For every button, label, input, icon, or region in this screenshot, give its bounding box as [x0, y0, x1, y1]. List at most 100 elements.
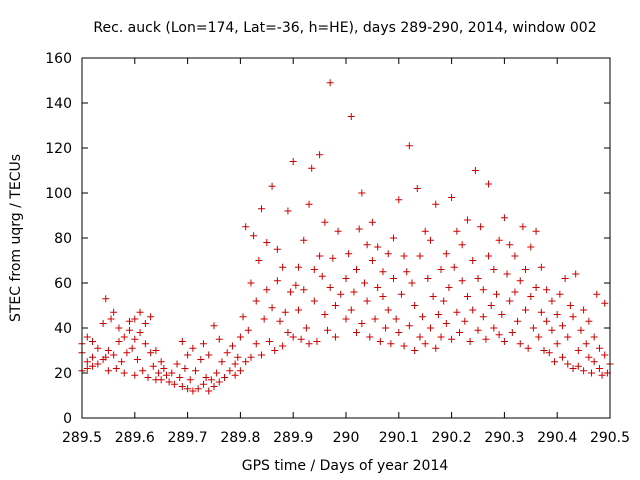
data-point [102, 353, 110, 361]
data-point [477, 223, 485, 231]
data-point [503, 270, 511, 278]
data-point [223, 349, 231, 357]
y-tick-label: 120 [45, 141, 72, 157]
data-point [379, 268, 387, 276]
data-point [413, 185, 421, 192]
data-point [131, 335, 139, 343]
data-point [258, 351, 266, 359]
data-point [500, 338, 508, 345]
data-point [485, 180, 493, 188]
data-point [236, 333, 244, 341]
data-point [331, 333, 339, 341]
data-point [94, 360, 102, 368]
data-point [543, 317, 551, 325]
data-point [170, 380, 178, 388]
data-point [551, 358, 559, 366]
data-point [104, 347, 112, 354]
chart-title: Rec. auck (Lon=174, Lat=-36, h=HE), days… [93, 20, 596, 36]
data-point [136, 329, 144, 336]
data-point [144, 374, 152, 381]
data-point [133, 356, 141, 363]
data-point [463, 293, 471, 300]
data-points [78, 79, 614, 395]
x-tick-label: 289.7 [168, 430, 208, 446]
data-point [561, 275, 569, 282]
data-point [289, 158, 297, 165]
data-point [585, 317, 593, 325]
data-point [432, 200, 440, 208]
data-point [102, 295, 110, 303]
data-point [387, 340, 395, 348]
data-point [371, 315, 379, 323]
data-point [160, 365, 168, 372]
data-point [279, 263, 287, 271]
data-point [400, 342, 408, 350]
data-point [281, 308, 289, 316]
data-point [292, 281, 300, 289]
y-tick-label: 0 [63, 411, 72, 427]
data-point [324, 326, 332, 334]
x-tick-label: 290.2 [432, 430, 472, 446]
data-point [363, 297, 371, 305]
data-point [331, 302, 339, 309]
data-point [487, 302, 495, 309]
data-point [168, 369, 176, 377]
data-point [347, 306, 355, 314]
data-point [310, 266, 318, 273]
data-point [265, 338, 273, 345]
data-point [500, 214, 508, 222]
data-point [136, 308, 144, 316]
data-point [445, 284, 453, 291]
data-point [305, 340, 313, 348]
data-point [157, 376, 165, 384]
data-point [226, 367, 234, 375]
data-point [126, 326, 134, 334]
data-point [598, 371, 606, 379]
data-point [294, 306, 302, 314]
data-point [149, 362, 157, 370]
data-point [440, 297, 448, 305]
x-tick-label: 289.6 [115, 430, 155, 446]
data-point [588, 369, 596, 377]
data-point [110, 351, 118, 359]
data-point [495, 236, 503, 244]
y-tick-label: 40 [54, 321, 72, 337]
data-point [580, 306, 588, 314]
data-point [463, 216, 471, 224]
x-tick-label: 289.8 [220, 430, 260, 446]
data-point [252, 297, 260, 305]
data-point [289, 333, 297, 341]
data-point [419, 313, 427, 321]
x-tick-label: 290.3 [484, 430, 524, 446]
data-point [205, 387, 213, 395]
data-point [368, 218, 376, 226]
data-point [263, 239, 271, 246]
data-point [392, 315, 400, 323]
data-point [397, 290, 405, 298]
data-point [139, 367, 147, 375]
data-point [453, 308, 461, 316]
data-point [276, 317, 284, 325]
data-point [89, 353, 97, 361]
data-point [184, 351, 192, 359]
data-point [522, 266, 530, 273]
data-point [379, 293, 387, 300]
data-point [458, 241, 466, 249]
data-point [83, 333, 91, 341]
data-point [421, 340, 429, 348]
data-point [194, 385, 202, 393]
data-point [152, 347, 160, 354]
data-point [390, 234, 398, 242]
data-point [279, 342, 287, 350]
data-point [537, 308, 545, 316]
data-point [548, 326, 556, 334]
data-point [416, 252, 424, 260]
data-point [535, 333, 543, 341]
data-point [199, 340, 207, 348]
data-point [345, 250, 353, 258]
data-point [429, 293, 437, 300]
data-point [508, 329, 516, 336]
data-point [516, 277, 524, 285]
data-point [543, 286, 551, 294]
